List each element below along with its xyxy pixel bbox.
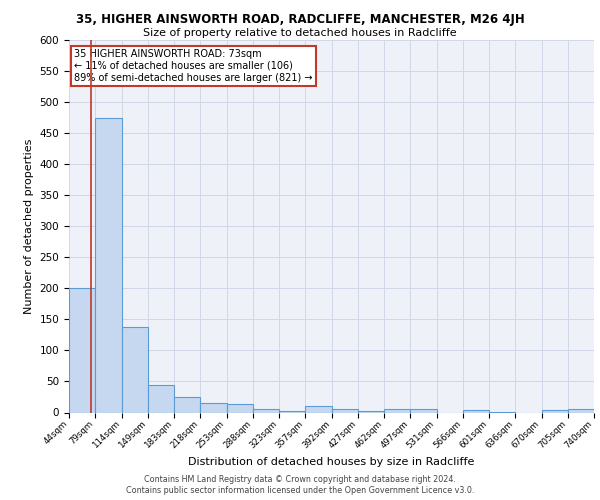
Bar <box>200 403 227 412</box>
Bar <box>331 410 358 412</box>
Bar <box>542 410 568 412</box>
Bar <box>253 410 279 412</box>
Bar <box>279 410 305 412</box>
Y-axis label: Number of detached properties: Number of detached properties <box>24 138 34 314</box>
Text: Contains public sector information licensed under the Open Government Licence v3: Contains public sector information licen… <box>126 486 474 495</box>
Bar <box>174 397 200 412</box>
Bar <box>463 410 489 412</box>
Bar <box>384 410 410 412</box>
Bar <box>148 384 174 412</box>
Bar <box>410 410 437 412</box>
Bar <box>305 406 331 412</box>
Bar <box>358 410 384 412</box>
Bar <box>95 118 121 412</box>
Text: Contains HM Land Registry data © Crown copyright and database right 2024.: Contains HM Land Registry data © Crown c… <box>144 475 456 484</box>
Text: 35 HIGHER AINSWORTH ROAD: 73sqm
← 11% of detached houses are smaller (106)
89% o: 35 HIGHER AINSWORTH ROAD: 73sqm ← 11% of… <box>74 50 313 82</box>
Text: Size of property relative to detached houses in Radcliffe: Size of property relative to detached ho… <box>143 28 457 38</box>
Bar <box>568 410 594 412</box>
Bar <box>121 328 148 412</box>
Text: 35, HIGHER AINSWORTH ROAD, RADCLIFFE, MANCHESTER, M26 4JH: 35, HIGHER AINSWORTH ROAD, RADCLIFFE, MA… <box>76 12 524 26</box>
X-axis label: Distribution of detached houses by size in Radcliffe: Distribution of detached houses by size … <box>188 456 475 466</box>
Bar <box>69 288 95 412</box>
Bar <box>227 404 253 412</box>
